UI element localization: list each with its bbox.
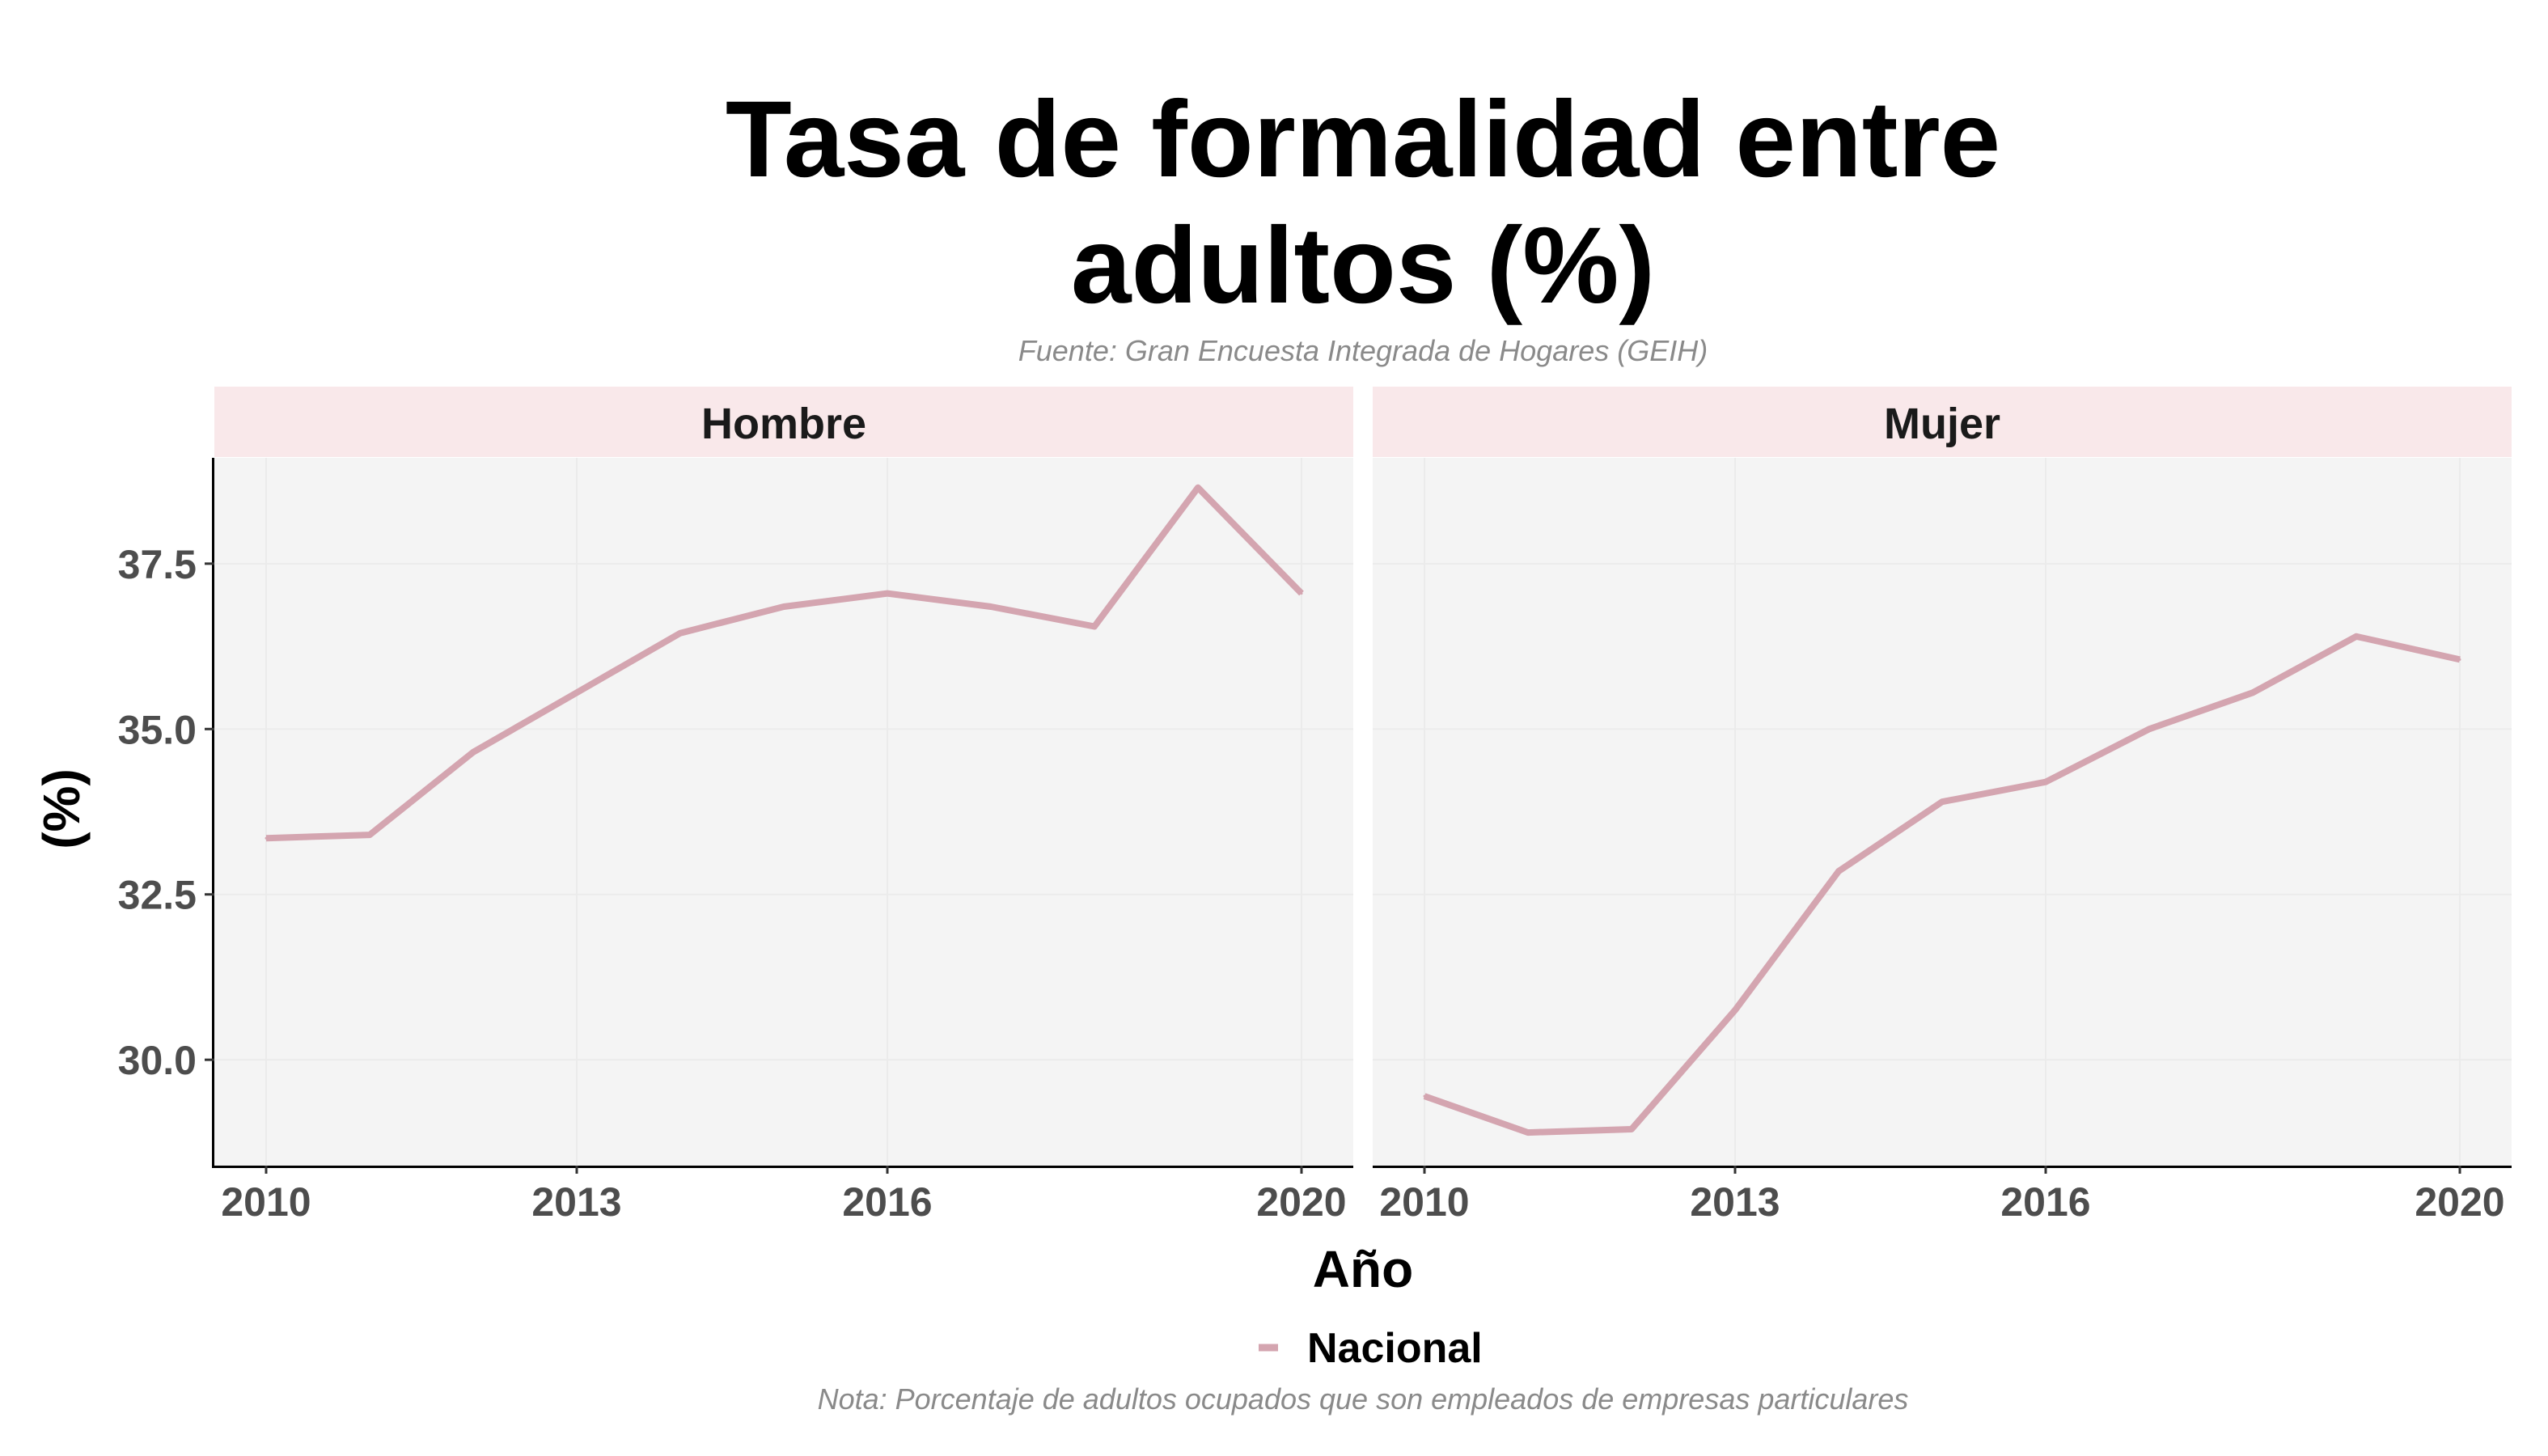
panel-background-hombre [214,458,1353,1166]
facet-panel-hombre: Hombre 2010 2013 2016 2020 30.0 32.5 35.0 37.5 [118,387,1353,1225]
data-point-hombre-2019 [1196,486,1200,489]
data-point-hombre-2013 [575,691,578,694]
data-point-hombre-2015 [782,605,785,608]
facet-strip-label-mujer: Mujer [1884,400,2000,448]
data-point-mujer-2017 [2148,727,2151,730]
data-point-hombre-2011 [368,833,371,836]
data-point-mujer-2014 [1837,870,1840,873]
y-tick-label-2: 35.0 [118,707,197,752]
data-point-mujer-2011 [1526,1131,1530,1134]
data-point-hombre-2017 [989,605,993,608]
chart-caption: Nota: Porcentaje de adultos ocupados que… [818,1382,1909,1416]
y-tick-label-0: 30.0 [118,1038,197,1083]
data-point-hombre-2018 [1093,625,1096,629]
facet-panel-mujer: Mujer 2010 2013 2016 2020 [1373,387,2512,1225]
data-point-mujer-2019 [2355,635,2358,638]
data-point-hombre-2020 [1300,592,1303,595]
data-point-hombre-2012 [472,751,475,754]
facet-strip-hombre [214,387,1353,457]
legend-label-nacional: Nacional [1307,1325,1483,1372]
facet-strip-label-hombre: Hombre [701,400,866,448]
legend: Nacional [1259,1325,1483,1372]
facet-strip-mujer [1373,387,2512,457]
data-point-mujer-2016 [2044,781,2047,784]
x-tick-label-mujer-2020: 2020 [2415,1179,2504,1225]
facet-panels: Hombre 2010 2013 2016 2020 30.0 32.5 35.0 37.5 Mu… [118,387,2512,1225]
data-point-mujer-2013 [1733,1009,1737,1012]
x-tick-label-hombre-2020: 2020 [1256,1179,1346,1225]
x-tick-label-mujer-2010: 2010 [1379,1179,1469,1225]
x-tick-label-hombre-2016: 2016 [842,1179,932,1225]
x-tick-label-mujer-2013: 2013 [1690,1179,1780,1225]
data-point-mujer-2020 [2458,658,2461,661]
data-point-hombre-2016 [886,592,889,595]
panel-background-mujer [1373,458,2512,1166]
y-tick-label-3: 37.5 [118,542,197,587]
chart-title-line-2: adultos (%) [1071,205,1655,326]
data-point-mujer-2010 [1423,1094,1426,1098]
data-point-mujer-2015 [1941,800,1944,803]
chart-title-line-1: Tasa de formalidad entre [726,79,2000,200]
data-point-hombre-2014 [679,632,682,635]
y-tick-label-1: 32.5 [118,873,197,918]
y-axis-title: (%) [32,768,91,849]
data-point-mujer-2012 [1630,1128,1633,1131]
x-tick-label-mujer-2016: 2016 [2000,1179,2090,1225]
data-point-hombre-2010 [265,836,268,840]
x-tick-label-hombre-2010: 2010 [221,1179,311,1225]
chart-subtitle: Fuente: Gran Encuesta Integrada de Hogar… [1018,334,1708,367]
x-axis-title: Año [1313,1240,1413,1298]
x-tick-label-hombre-2013: 2013 [531,1179,621,1225]
data-point-mujer-2018 [2251,691,2254,694]
